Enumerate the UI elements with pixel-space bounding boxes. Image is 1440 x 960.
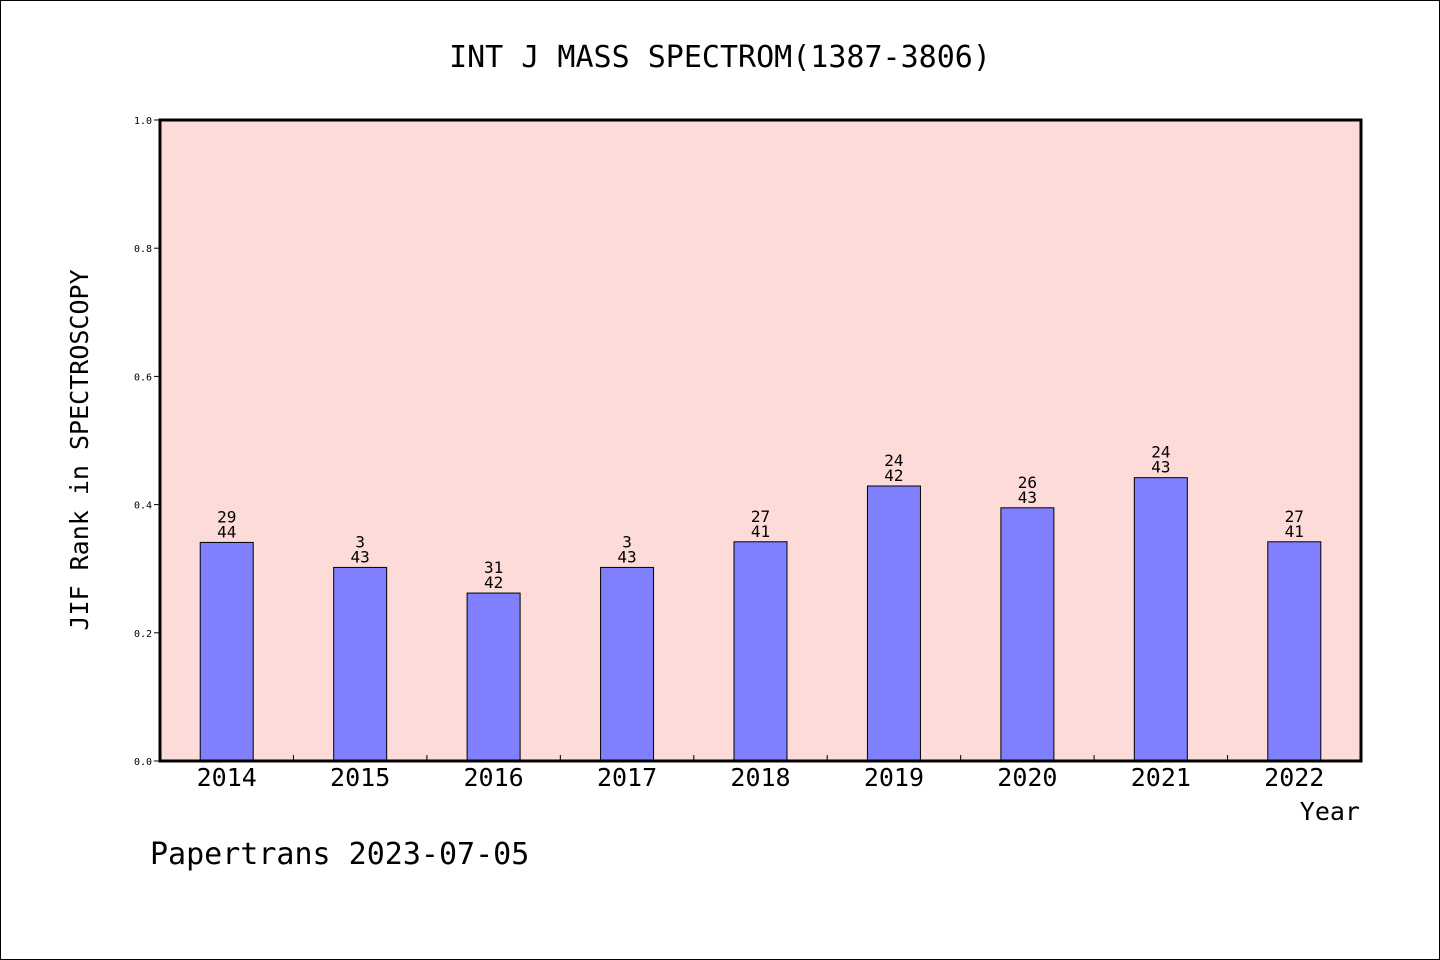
x-tick-label-2014: 2014 [197, 763, 257, 792]
bar-2016 [466, 592, 521, 762]
y-tick-label: 0.2 [134, 629, 152, 640]
footer-watermark: Papertrans 2023-07-05 [150, 837, 529, 872]
x-tick-label-2015: 2015 [330, 763, 390, 792]
y-tick-label: 0.0 [134, 757, 152, 768]
x-tick-label-2019: 2019 [864, 763, 924, 792]
data-label-total-2017: 43 [617, 547, 636, 566]
bar-2022 [1267, 541, 1322, 762]
y-tick-label: 0.6 [134, 372, 152, 383]
bar-2015 [333, 566, 388, 762]
bar-2017 [600, 566, 655, 762]
bar-2019 [866, 485, 921, 762]
data-label-rank-2022: 27 [1285, 507, 1304, 526]
data-label-total-2021: 43 [1151, 458, 1170, 477]
data-label-rank-2014: 29 [217, 507, 236, 526]
x-tick-label-2021: 2021 [1131, 763, 1191, 792]
data-label-rank-2016: 31 [484, 558, 503, 577]
data-label-total-2015: 43 [351, 547, 370, 566]
x-tick-label-2017: 2017 [597, 763, 657, 792]
bar-2021 [1133, 477, 1188, 762]
plot-border [158, 118, 1363, 763]
bar-2014 [199, 541, 254, 762]
bar-2018 [733, 541, 788, 762]
data-label-rank-2019: 24 [884, 451, 903, 470]
data-label-total-2014: 44 [217, 522, 236, 541]
bars [199, 477, 1322, 762]
x-tick-label-2020: 2020 [997, 763, 1057, 792]
y-tick-label: 0.4 [134, 501, 152, 512]
data-label-total-2022: 41 [1285, 522, 1304, 541]
data-label-rank-2018: 27 [751, 507, 770, 526]
y-axis-label: JIF Rank in SPECTROSCOPY [65, 269, 94, 630]
data-label-rank-2021: 24 [1151, 443, 1170, 462]
data-label-rank-2020: 26 [1018, 473, 1037, 492]
x-tick-label-2018: 2018 [730, 763, 790, 792]
x-tick-label-2016: 2016 [464, 763, 524, 792]
chart-title: INT J MASS SPECTROM(1387-3806) [449, 40, 991, 75]
data-label-total-2019: 42 [884, 466, 903, 485]
data-label-rank-2015: 3 [355, 532, 365, 551]
data-label-total-2020: 43 [1018, 488, 1037, 507]
x-tick-label-2022: 2022 [1264, 763, 1324, 792]
bar-2020 [1000, 507, 1055, 762]
data-label-total-2018: 41 [751, 522, 770, 541]
data-label-total-2016: 42 [484, 573, 503, 592]
x-axis: 2014 2015 2016 2017 2018 2019 2020 2021 2022 [197, 755, 1324, 792]
x-axis-label: Year [1300, 797, 1360, 826]
data-label-rank-2017: 3 [622, 532, 632, 551]
y-tick-label: 0.8 [134, 244, 152, 255]
y-axis: 0.0 0.2 0.4 0.6 0.8 1.0 [134, 116, 160, 768]
y-tick-label: 1.0 [134, 116, 152, 127]
